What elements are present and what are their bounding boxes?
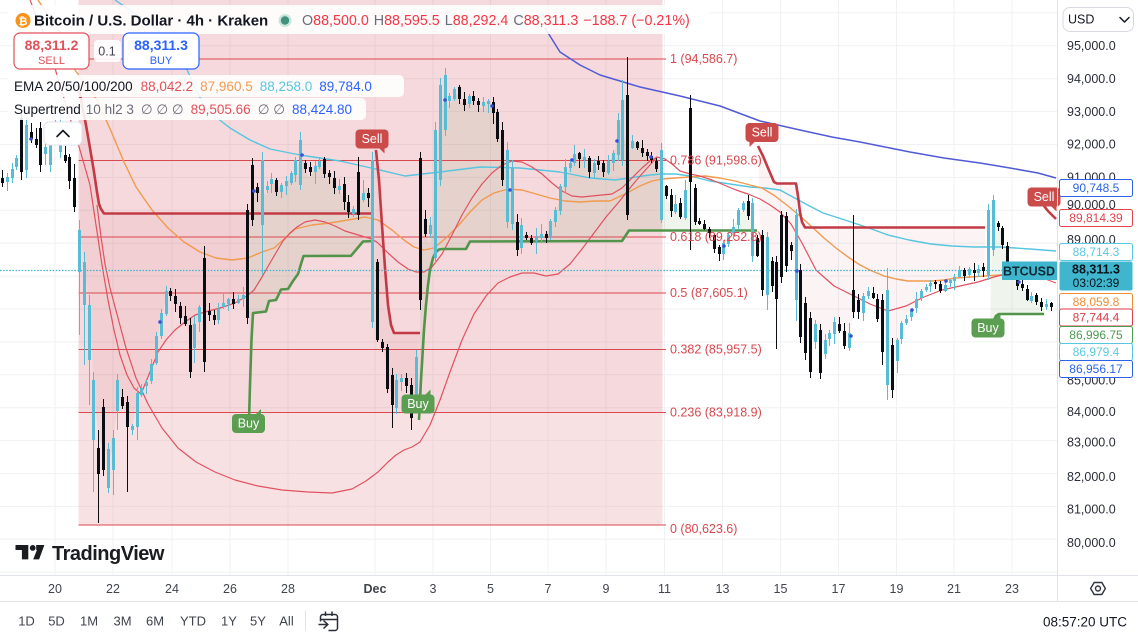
svg-text:88,059.8: 88,059.8 [1073, 295, 1120, 309]
svg-text:1M: 1M [80, 614, 98, 629]
svg-text:SELL: SELL [38, 55, 65, 67]
svg-text:Buy: Buy [407, 397, 429, 411]
svg-text:6M: 6M [146, 614, 164, 629]
svg-text:USD: USD [1068, 13, 1094, 27]
svg-text:Sell: Sell [362, 132, 383, 146]
svg-text:88,714.3: 88,714.3 [1073, 245, 1120, 259]
svg-text:0.5 (87,605.1): 0.5 (87,605.1) [670, 286, 748, 300]
svg-text:5D: 5D [48, 614, 65, 629]
svg-text:3: 3 [430, 582, 437, 596]
svg-text:86,956.17: 86,956.17 [1069, 362, 1123, 376]
svg-text:80,000.0: 80,000.0 [1067, 536, 1116, 550]
svg-text:₿: ₿ [19, 16, 28, 28]
svg-text:0.786 (91,598.6): 0.786 (91,598.6) [670, 154, 762, 168]
svg-text:90,000.0: 90,000.0 [1067, 198, 1116, 212]
svg-text:82,000.0: 82,000.0 [1067, 470, 1116, 484]
svg-text:93,000.0: 93,000.0 [1067, 105, 1116, 119]
svg-text:0 (80,623.6): 0 (80,623.6) [670, 522, 737, 536]
svg-text:0.382 (85,957.5): 0.382 (85,957.5) [670, 343, 762, 357]
svg-text:88,311.3: 88,311.3 [1072, 263, 1120, 277]
svg-text:7: 7 [545, 582, 552, 596]
svg-text:22: 22 [106, 582, 120, 596]
svg-text:YTD: YTD [180, 614, 206, 629]
svg-text:3M: 3M [113, 614, 131, 629]
svg-text:0.236 (83,918.9): 0.236 (83,918.9) [670, 406, 762, 420]
svg-text:23: 23 [1005, 582, 1019, 596]
svg-text:28: 28 [281, 582, 295, 596]
svg-text:Sell: Sell [752, 126, 773, 140]
svg-text:BTCUSD: BTCUSD [1003, 265, 1055, 279]
svg-text:20: 20 [48, 582, 62, 596]
svg-text:17: 17 [832, 582, 846, 596]
svg-text:92,000.0: 92,000.0 [1067, 138, 1116, 152]
svg-text:15: 15 [774, 582, 788, 596]
svg-text:9: 9 [603, 582, 610, 596]
svg-text:86,996.75: 86,996.75 [1069, 328, 1123, 342]
svg-text:84,000.0: 84,000.0 [1067, 405, 1116, 419]
svg-text:0.618 (89,252.8): 0.618 (89,252.8) [670, 230, 762, 244]
svg-text:95,000.0: 95,000.0 [1067, 39, 1116, 53]
svg-text:1 (94,586.7): 1 (94,586.7) [670, 52, 737, 66]
svg-text:03:02:39: 03:02:39 [1073, 276, 1120, 290]
svg-text:BUY: BUY [150, 55, 173, 67]
svg-text:TradingView: TradingView [52, 543, 165, 565]
svg-text:88,311.2: 88,311.2 [25, 37, 79, 53]
svg-text:90,748.5: 90,748.5 [1073, 181, 1120, 195]
svg-text:86,979.4: 86,979.4 [1073, 345, 1120, 359]
svg-text:0.1: 0.1 [98, 45, 115, 59]
svg-text:Sell: Sell [1034, 190, 1055, 204]
svg-text:89,814.39: 89,814.39 [1069, 211, 1123, 225]
svg-text:94,000.0: 94,000.0 [1067, 72, 1116, 86]
svg-text:87,744.4: 87,744.4 [1073, 311, 1120, 325]
svg-text:Buy: Buy [238, 417, 260, 431]
svg-text:88,311.3: 88,311.3 [134, 37, 188, 53]
svg-text:5: 5 [487, 582, 494, 596]
svg-text:Dec: Dec [364, 582, 387, 596]
svg-text:1D: 1D [18, 614, 35, 629]
svg-text:1Y: 1Y [221, 614, 237, 629]
svg-text:81,000.0: 81,000.0 [1067, 503, 1116, 517]
svg-text:5Y: 5Y [250, 614, 266, 629]
svg-text:All: All [279, 614, 294, 629]
svg-text:83,000.0: 83,000.0 [1067, 436, 1116, 450]
svg-text:24: 24 [165, 582, 179, 596]
svg-text:21: 21 [947, 582, 961, 596]
svg-text:Bitcoin / U.S. Dollar · 4h · K: Bitcoin / U.S. Dollar · 4h · Kraken [34, 13, 268, 30]
svg-text:08:57:20 UTC: 08:57:20 UTC [1043, 615, 1127, 630]
svg-text:Buy: Buy [977, 321, 999, 335]
svg-text:26: 26 [223, 582, 237, 596]
svg-text:11: 11 [658, 582, 671, 596]
svg-text:13: 13 [716, 582, 730, 596]
svg-text:19: 19 [890, 582, 904, 596]
